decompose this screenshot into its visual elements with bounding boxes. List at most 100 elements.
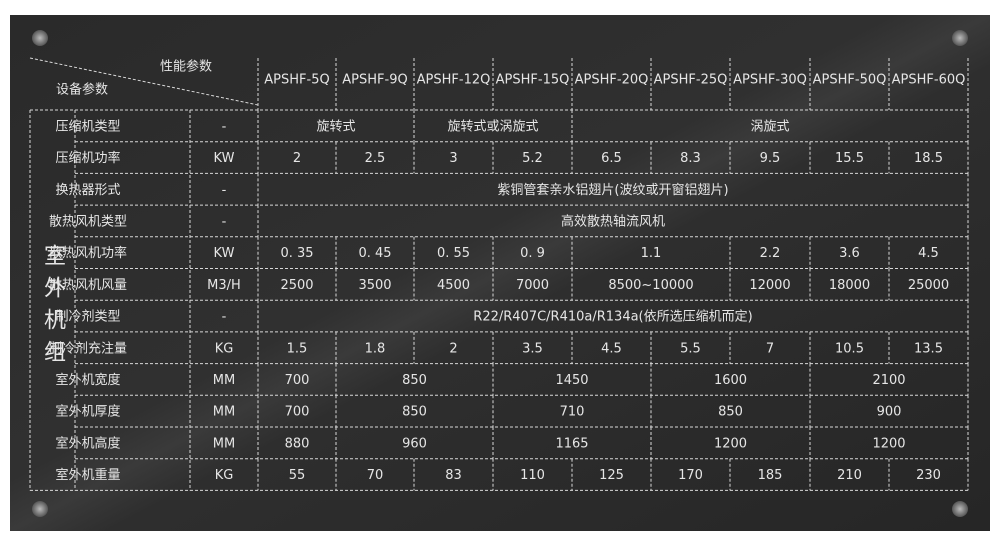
cell-value: 1600 bbox=[714, 373, 747, 388]
cell-value: 0. 45 bbox=[358, 246, 391, 261]
row-unit: MM bbox=[213, 436, 235, 451]
cell-value: 7000 bbox=[516, 278, 549, 293]
row-unit: KG bbox=[215, 468, 234, 483]
cell-value: 1200 bbox=[872, 436, 905, 451]
cell-value: 5.5 bbox=[680, 341, 701, 356]
cell-value: R22/R407C/R410a/R134a(依所选压缩机而定) bbox=[473, 309, 752, 325]
cell-value: 170 bbox=[678, 468, 703, 483]
cell-value: 710 bbox=[560, 405, 585, 420]
model-header: APSHF-20Q bbox=[575, 73, 649, 88]
cell-value: 70 bbox=[367, 468, 384, 483]
model-header: APSHF-15Q bbox=[496, 73, 570, 88]
cell-value: 0. 35 bbox=[280, 246, 313, 261]
cell-value: 紫铜管套亲水铝翅片(波纹或开窗铝翅片) bbox=[497, 182, 728, 198]
cell-value: 2100 bbox=[872, 373, 905, 388]
cell-value: 2.2 bbox=[760, 246, 781, 261]
model-header: APSHF-60Q bbox=[892, 73, 966, 88]
row-unit: MM bbox=[213, 405, 235, 420]
cell-value: 18000 bbox=[829, 278, 870, 293]
model-header: APSHF-9Q bbox=[342, 73, 407, 88]
cell-value: 1450 bbox=[555, 373, 588, 388]
cell-value: 2 bbox=[449, 341, 457, 356]
cell-value: 6.5 bbox=[601, 151, 622, 166]
row-name: 散热风机功率 bbox=[49, 245, 127, 261]
cell-value: 高效散热轴流风机 bbox=[561, 213, 665, 229]
cell-value: 涡旋式 bbox=[750, 119, 789, 134]
cell-value: 4.5 bbox=[918, 246, 939, 261]
row-unit: MM bbox=[213, 373, 235, 388]
cell-value: 185 bbox=[758, 468, 783, 483]
cell-value: 8.3 bbox=[680, 151, 701, 166]
cell-value: 18.5 bbox=[914, 151, 943, 166]
cell-value: 8500~10000 bbox=[608, 278, 693, 293]
cell-value: 900 bbox=[877, 405, 902, 420]
cell-value: 700 bbox=[285, 373, 310, 388]
row-name: 室外机高度 bbox=[55, 435, 120, 451]
screw bbox=[32, 30, 48, 46]
row-unit: M3/H bbox=[207, 278, 241, 293]
cell-value: 0. 9 bbox=[520, 246, 545, 261]
cell-value: 4500 bbox=[437, 278, 470, 293]
corner-diagonal bbox=[29, 57, 259, 106]
cell-value: 4.5 bbox=[601, 341, 622, 356]
row-name: 压缩机功率 bbox=[55, 150, 120, 166]
cell-value: 960 bbox=[402, 436, 427, 451]
cell-value: 13.5 bbox=[914, 341, 943, 356]
cell-value: 850 bbox=[718, 405, 743, 420]
cell-value: 7 bbox=[766, 341, 774, 356]
row-name: 制冷剂类型 bbox=[55, 310, 120, 325]
cell-value: 850 bbox=[402, 405, 427, 420]
row-name: 散热风机风量 bbox=[49, 278, 127, 293]
cell-value: 230 bbox=[916, 468, 941, 483]
cell-value: 旋转式 bbox=[316, 119, 355, 134]
row-unit: - bbox=[222, 183, 227, 198]
cell-value: 700 bbox=[285, 405, 310, 420]
row-name: 室外机厚度 bbox=[55, 404, 120, 420]
row-name: 换热器形式 bbox=[55, 183, 120, 198]
cell-value: 2.5 bbox=[365, 151, 386, 166]
cell-value: 1.5 bbox=[287, 341, 308, 356]
cell-value: 12000 bbox=[749, 278, 790, 293]
cell-value: 1200 bbox=[714, 436, 747, 451]
row-name: 散热风机类型 bbox=[49, 214, 127, 229]
cell-value: 25000 bbox=[908, 278, 949, 293]
cell-value: 55 bbox=[289, 468, 306, 483]
cell-value: 2500 bbox=[280, 278, 313, 293]
cell-value: 1.1 bbox=[641, 246, 662, 261]
cell-value: 5.2 bbox=[522, 151, 543, 166]
cell-value: 1165 bbox=[555, 436, 588, 451]
corner-equip-label: 设备参数 bbox=[56, 82, 108, 98]
corner-perf-label: 性能参数 bbox=[160, 59, 212, 75]
cell-value: 3.6 bbox=[839, 246, 860, 261]
cell-value: 2 bbox=[293, 151, 301, 166]
screw bbox=[952, 30, 968, 46]
row-name: 制冷剂充注量 bbox=[49, 340, 127, 356]
cell-value: 880 bbox=[285, 436, 310, 451]
cell-value: 0. 55 bbox=[437, 246, 470, 261]
row-unit: KG bbox=[215, 341, 234, 356]
row-unit: KW bbox=[214, 151, 235, 166]
cell-value: 9.5 bbox=[760, 151, 781, 166]
screw bbox=[952, 501, 968, 517]
model-header: APSHF-25Q bbox=[654, 73, 728, 88]
row-unit: KW bbox=[214, 246, 235, 261]
board bbox=[10, 15, 990, 531]
row-name: 室外机重量 bbox=[55, 467, 120, 483]
cell-value: 110 bbox=[520, 468, 545, 483]
screw bbox=[32, 501, 48, 517]
cell-value: 3.5 bbox=[522, 341, 543, 356]
cell-value: 83 bbox=[445, 468, 462, 483]
cell-value: 15.5 bbox=[835, 151, 864, 166]
cell-value: 850 bbox=[402, 373, 427, 388]
model-header: APSHF-5Q bbox=[264, 73, 329, 88]
cell-value: 3 bbox=[449, 151, 457, 166]
cell-value: 210 bbox=[837, 468, 862, 483]
cell-value: 10.5 bbox=[835, 341, 864, 356]
row-unit: - bbox=[222, 214, 227, 229]
model-header: APSHF-30Q bbox=[733, 73, 807, 88]
cell-value: 125 bbox=[599, 468, 624, 483]
row-name: 压缩机类型 bbox=[55, 118, 120, 134]
row-unit: - bbox=[222, 119, 227, 134]
cell-value: 旋转式或涡旋式 bbox=[447, 119, 538, 134]
